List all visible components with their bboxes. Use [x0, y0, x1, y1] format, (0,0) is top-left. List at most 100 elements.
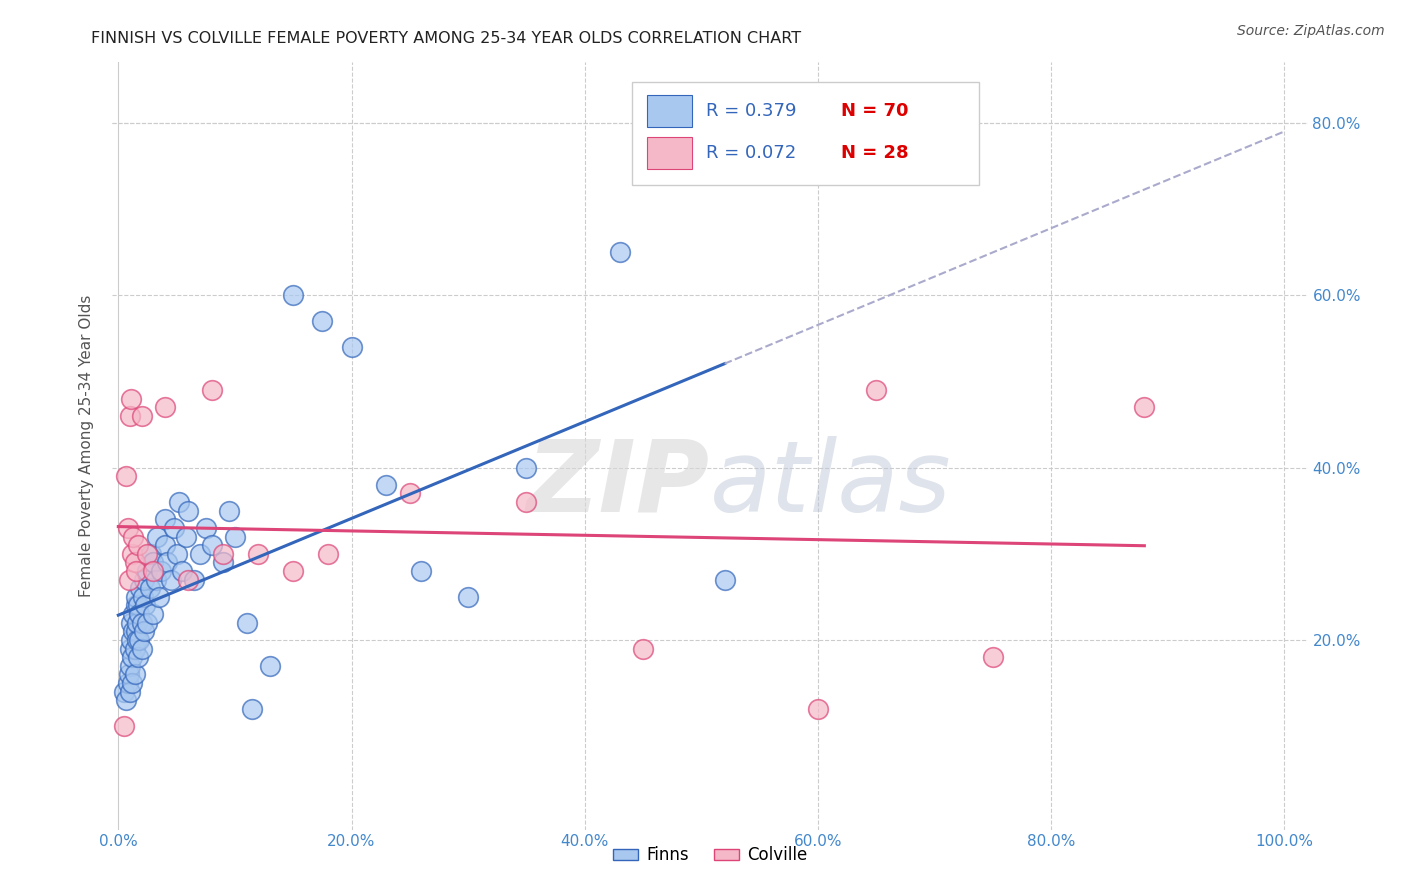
Point	[125, 632, 148, 647]
Point	[142, 564, 165, 578]
Text: N = 70: N = 70	[842, 102, 910, 120]
Point	[242, 702, 264, 716]
Point	[153, 512, 176, 526]
FancyBboxPatch shape	[647, 136, 692, 169]
Text: N = 28: N = 28	[842, 144, 910, 162]
Point	[865, 383, 887, 397]
Point	[218, 503, 240, 517]
Point	[121, 676, 143, 690]
Point	[125, 624, 148, 639]
Point	[121, 547, 143, 561]
Point	[172, 564, 194, 578]
Point	[515, 460, 537, 475]
Point	[131, 409, 153, 423]
Point	[125, 564, 148, 578]
Point	[127, 538, 149, 552]
Point	[166, 547, 188, 561]
Point	[148, 590, 170, 604]
Point	[177, 503, 200, 517]
Text: ZIP: ZIP	[527, 436, 710, 533]
Point	[115, 469, 138, 483]
Point	[224, 529, 246, 543]
Point	[132, 590, 155, 604]
Point	[212, 547, 235, 561]
Point	[177, 573, 200, 587]
Point	[194, 521, 217, 535]
Point	[120, 615, 142, 630]
Point	[200, 538, 222, 552]
Point	[118, 641, 141, 656]
Point	[174, 529, 197, 543]
Point	[139, 581, 162, 595]
Point	[411, 564, 433, 578]
Point	[283, 564, 305, 578]
Point	[153, 538, 176, 552]
Point	[131, 615, 153, 630]
Point	[118, 667, 141, 681]
Point	[117, 676, 139, 690]
Text: R = 0.379: R = 0.379	[706, 102, 797, 120]
Point	[167, 495, 190, 509]
Point	[132, 624, 155, 639]
Point	[457, 590, 479, 604]
Point	[316, 547, 339, 561]
Point	[142, 555, 165, 569]
Point	[136, 547, 159, 561]
Point	[713, 573, 735, 587]
Point	[120, 632, 142, 647]
Point	[118, 658, 141, 673]
Point	[145, 573, 167, 587]
Point	[118, 684, 141, 698]
Point	[515, 495, 537, 509]
Point	[146, 529, 169, 543]
Point	[118, 409, 141, 423]
Point	[311, 314, 333, 328]
Text: atlas: atlas	[710, 436, 952, 533]
Point	[121, 650, 143, 665]
Point	[156, 555, 179, 569]
Point	[124, 641, 146, 656]
Point	[122, 529, 145, 543]
Point	[200, 383, 222, 397]
Point	[631, 641, 654, 656]
Point	[129, 581, 152, 595]
Point	[398, 486, 420, 500]
Point	[124, 555, 146, 569]
Point	[150, 564, 173, 578]
Point	[125, 599, 148, 613]
Point	[159, 573, 181, 587]
Point	[1133, 401, 1156, 415]
Point	[139, 547, 162, 561]
Point	[153, 401, 176, 415]
Point	[125, 590, 148, 604]
Point	[131, 641, 153, 656]
Point	[122, 624, 145, 639]
Point	[127, 650, 149, 665]
Point	[183, 573, 205, 587]
Text: FINNISH VS COLVILLE FEMALE POVERTY AMONG 25-34 YEAR OLDS CORRELATION CHART: FINNISH VS COLVILLE FEMALE POVERTY AMONG…	[91, 31, 801, 46]
Point	[283, 288, 305, 302]
Point	[163, 521, 186, 535]
Point	[118, 573, 141, 587]
Point	[235, 615, 257, 630]
Point	[375, 477, 398, 491]
Point	[807, 702, 830, 716]
Point	[120, 392, 142, 406]
FancyBboxPatch shape	[647, 95, 692, 127]
Y-axis label: Female Poverty Among 25-34 Year Olds: Female Poverty Among 25-34 Year Olds	[79, 295, 94, 597]
Text: Source: ZipAtlas.com: Source: ZipAtlas.com	[1237, 24, 1385, 38]
Point	[136, 615, 159, 630]
Point	[259, 658, 281, 673]
Point	[115, 693, 138, 707]
Point	[136, 564, 159, 578]
Point	[112, 719, 135, 733]
Point	[117, 521, 139, 535]
Point	[132, 573, 155, 587]
Point	[112, 684, 135, 698]
Point	[188, 547, 211, 561]
Point	[127, 599, 149, 613]
Point	[128, 607, 150, 621]
Point	[981, 650, 1004, 665]
Point	[134, 599, 156, 613]
Point	[609, 245, 631, 260]
